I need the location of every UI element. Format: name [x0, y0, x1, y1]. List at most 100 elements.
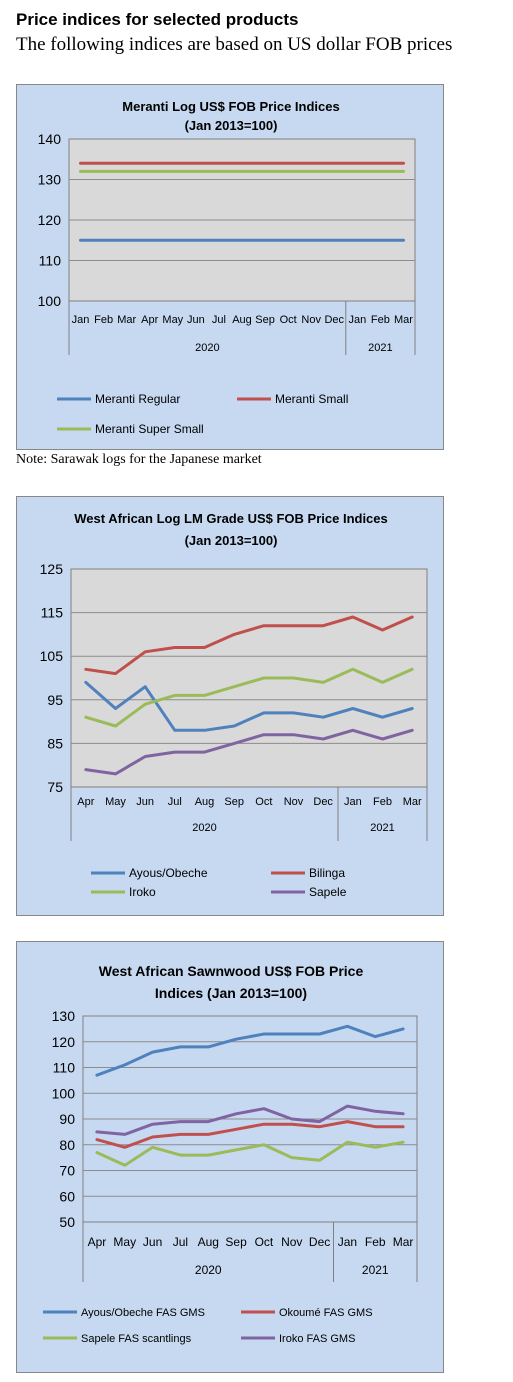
x-tick-label: Mar — [394, 314, 413, 326]
y-tick-label: 115 — [41, 605, 64, 621]
x-tick-label: Aug — [232, 314, 252, 326]
x-tick-label: Sep — [255, 314, 275, 326]
x-tick-label: Sep — [225, 1235, 247, 1249]
x-tick-label: Jan — [72, 314, 90, 326]
x-tick-label: Dec — [324, 314, 344, 326]
y-tick-label: 70 — [59, 1163, 75, 1179]
west-african-log-chart: West African Log LM Grade US$ FOB Price … — [16, 496, 444, 916]
y-tick-label: 50 — [59, 1214, 75, 1230]
legend-label: Meranti Small — [275, 392, 348, 406]
series-line-1 — [95, 1024, 405, 1077]
year-group-label: 2021 — [370, 822, 394, 834]
chart-svg: West African Log LM Grade US$ FOB Price … — [40, 511, 428, 899]
legend-label: Sapele — [309, 885, 347, 899]
legend-label: Okoumé FAS GMS — [279, 1307, 373, 1319]
y-tick-label: 140 — [38, 131, 62, 147]
y-tick-label: 125 — [40, 561, 64, 577]
x-tick-label: Oct — [255, 1235, 274, 1249]
year-group-label: 2020 — [195, 342, 219, 354]
x-tick-label: May — [105, 796, 126, 808]
x-tick-label: Jul — [173, 1235, 188, 1249]
y-tick-label: 75 — [47, 779, 63, 795]
x-tick-label: May — [113, 1235, 136, 1249]
x-tick-label: Feb — [371, 314, 390, 326]
y-tick-label: 120 — [52, 1034, 76, 1050]
year-group-label: 2020 — [192, 822, 216, 834]
x-tick-label: Dec — [309, 1235, 330, 1249]
legend-label: Ayous/Obeche — [129, 866, 208, 880]
west-african-sawnwood-chart: West African Sawnwood US$ FOB Price Indic… — [16, 941, 444, 1373]
x-tick-label: Mar — [393, 1235, 414, 1249]
x-tick-label: Oct — [255, 796, 272, 808]
series-line-2 — [95, 1120, 405, 1149]
x-tick-label: Jan — [348, 314, 366, 326]
chart-title: West African Sawnwood US$ FOB Price — [99, 963, 364, 979]
series-line-2 — [84, 615, 414, 676]
y-tick-label: 85 — [47, 735, 63, 751]
legend-label: Sapele FAS scantlings — [81, 1333, 192, 1345]
x-tick-label: Jan — [344, 796, 362, 808]
y-tick-label: 100 — [52, 1085, 76, 1101]
year-group-label: 2021 — [368, 342, 392, 354]
x-tick-label: Nov — [281, 1235, 302, 1249]
x-tick-label: Jan — [338, 1235, 357, 1249]
x-tick-label: Jun — [143, 1235, 162, 1249]
x-tick-label: Jun — [187, 314, 205, 326]
chart-subtitle: (Jan 2013=100) — [185, 533, 278, 548]
x-tick-label: Feb — [365, 1235, 386, 1249]
x-tick-label: Jun — [136, 796, 154, 808]
x-tick-label: Nov — [301, 314, 321, 326]
y-tick-label: 110 — [39, 253, 62, 269]
legend-label: Meranti Regular — [95, 392, 180, 406]
series-line-3 — [95, 1140, 405, 1167]
x-tick-label: Oct — [280, 314, 297, 326]
y-tick-label: 100 — [38, 293, 62, 309]
chart-note: Note: Sarawak logs for the Japanese mark… — [16, 452, 262, 467]
page-heading: Price indices for selected products — [16, 10, 299, 29]
legend-label: Bilinga — [309, 866, 345, 880]
chart-subtitle: Indices (Jan 2013=100) — [155, 985, 307, 1001]
y-tick-label: 95 — [47, 692, 63, 708]
x-tick-label: Apr — [88, 1235, 107, 1249]
series-line-4 — [95, 1104, 405, 1136]
legend-label: Iroko — [129, 885, 156, 899]
legend-label: Iroko FAS GMS — [279, 1333, 355, 1345]
series-line-1 — [84, 680, 414, 732]
x-tick-label: Dec — [313, 796, 333, 808]
x-tick-label: Apr — [77, 796, 94, 808]
legend-label: Ayous/Obeche FAS GMS — [81, 1307, 205, 1319]
legend-label: Meranti Super Small — [95, 422, 204, 436]
y-tick-label: 110 — [53, 1060, 76, 1076]
x-tick-label: Aug — [198, 1235, 219, 1249]
chart-subtitle: (Jan 2013=100) — [185, 118, 278, 133]
x-tick-label: Feb — [94, 314, 113, 326]
plot-area — [70, 568, 428, 788]
x-tick-label: Sep — [224, 796, 244, 808]
x-tick-label: Jul — [168, 796, 182, 808]
year-group-label: 2020 — [195, 1263, 222, 1277]
series-line-4 — [84, 728, 414, 776]
y-tick-label: 105 — [40, 648, 64, 664]
x-tick-label: Jul — [212, 314, 226, 326]
chart-svg: Meranti Log US$ FOB Price Indices (Jan 20… — [38, 99, 416, 436]
x-tick-label: Mar — [403, 796, 422, 808]
y-tick-label: 130 — [38, 172, 62, 188]
x-tick-label: Nov — [284, 796, 304, 808]
year-group-label: 2021 — [362, 1263, 389, 1277]
y-tick-label: 130 — [52, 1008, 76, 1024]
page-subheading: The following indices are based on US do… — [16, 34, 453, 55]
chart-svg: West African Sawnwood US$ FOB Price Indic… — [43, 963, 418, 1345]
y-tick-label: 90 — [59, 1111, 75, 1127]
chart-title: Meranti Log US$ FOB Price Indices — [122, 99, 339, 114]
meranti-chart: Meranti Log US$ FOB Price Indices (Jan 20… — [16, 84, 444, 450]
y-tick-label: 80 — [59, 1137, 75, 1153]
y-tick-label: 60 — [59, 1188, 75, 1204]
series-line-3 — [84, 667, 414, 728]
x-tick-label: Feb — [373, 796, 392, 808]
x-tick-label: Mar — [117, 314, 136, 326]
x-tick-label: May — [162, 314, 183, 326]
x-tick-label: Apr — [141, 314, 158, 326]
x-tick-label: Aug — [195, 796, 215, 808]
chart-title: West African Log LM Grade US$ FOB Price … — [74, 511, 388, 526]
y-tick-label: 120 — [38, 212, 62, 228]
